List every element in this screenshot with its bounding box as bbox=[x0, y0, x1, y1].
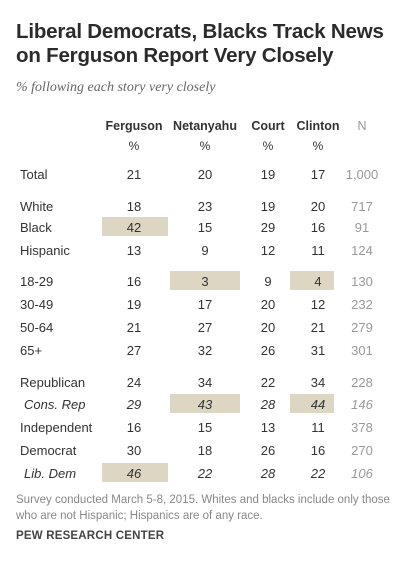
row-label: Independent bbox=[20, 420, 93, 435]
table-cell-netanyahu: 20 bbox=[197, 167, 213, 182]
table-cell-n: 378 bbox=[351, 420, 373, 435]
table-cell-netanyahu: 9 bbox=[201, 243, 209, 258]
table-cell-n: 232 bbox=[351, 297, 373, 312]
table-cell-court: 13 bbox=[260, 420, 276, 435]
column-unit-ferguson: % bbox=[128, 139, 140, 153]
column-header-ferguson: Ferguson bbox=[105, 119, 163, 133]
table-cell-court: 19 bbox=[260, 199, 276, 214]
table-cell-netanyahu: 23 bbox=[197, 199, 213, 214]
cell-highlight bbox=[102, 217, 168, 236]
table-cell-clinton: 21 bbox=[310, 320, 326, 335]
table-cell-clinton: 16 bbox=[310, 443, 326, 458]
table-cell-n: 717 bbox=[351, 199, 373, 214]
table-cell-ferguson: 13 bbox=[126, 243, 142, 258]
table-cell-netanyahu: 32 bbox=[197, 343, 213, 358]
table-cell-ferguson: 16 bbox=[126, 420, 142, 435]
table-cell-netanyahu: 3 bbox=[201, 274, 209, 289]
table-cell-netanyahu: 34 bbox=[197, 375, 213, 390]
table-cell-clinton: 11 bbox=[311, 243, 325, 258]
table-cell-netanyahu: 15 bbox=[197, 420, 213, 435]
row-label: 30-49 bbox=[20, 297, 54, 312]
table-cell-court: 26 bbox=[260, 443, 276, 458]
table-cell-n: 270 bbox=[351, 443, 373, 458]
row-label: Cons. Rep bbox=[24, 397, 86, 412]
row-label: Total bbox=[20, 167, 48, 182]
table-cell-clinton: 17 bbox=[310, 167, 326, 182]
table-cell-clinton: 12 bbox=[310, 297, 326, 312]
table-cell-ferguson: 21 bbox=[126, 320, 142, 335]
table-cell-court: 28 bbox=[260, 397, 276, 412]
column-unit-netanyahu: % bbox=[199, 139, 211, 153]
table-cell-court: 22 bbox=[260, 375, 276, 390]
table-cell-ferguson: 27 bbox=[126, 343, 142, 358]
table-cell-clinton: 16 bbox=[310, 220, 326, 235]
table-cell-court: 20 bbox=[260, 297, 276, 312]
column-header-clinton: Clinton bbox=[296, 119, 340, 133]
table-cell-clinton: 44 bbox=[310, 397, 326, 412]
table-cell-ferguson: 46 bbox=[126, 466, 142, 481]
row-label: White bbox=[20, 199, 54, 214]
row-label: Republican bbox=[20, 375, 86, 390]
table-cell-n: 301 bbox=[351, 343, 373, 358]
table-cell-court: 12 bbox=[260, 243, 276, 258]
column-unit-clinton: % bbox=[312, 139, 324, 153]
table-cell-court: 28 bbox=[260, 466, 276, 481]
table-cell-netanyahu: 22 bbox=[197, 466, 213, 481]
table-cell-n: 146 bbox=[351, 397, 373, 412]
table-cell-clinton: 34 bbox=[310, 375, 326, 390]
table-cell-court: 26 bbox=[260, 343, 276, 358]
cell-highlight bbox=[290, 394, 334, 413]
column-header-netanyahu: Netanyahu bbox=[173, 119, 237, 133]
table-cell-clinton: 20 bbox=[310, 199, 326, 214]
table-cell-clinton: 11 bbox=[311, 420, 325, 435]
table-cell-netanyahu: 15 bbox=[197, 220, 213, 235]
table-cell-netanyahu: 27 bbox=[197, 320, 213, 335]
cell-highlight bbox=[170, 271, 240, 290]
table-cell-netanyahu: 43 bbox=[197, 397, 213, 412]
table-cell-n: 91 bbox=[354, 220, 370, 235]
table-cell-court: 9 bbox=[264, 274, 272, 289]
table-cell-n: 130 bbox=[351, 274, 373, 289]
table-cell-ferguson: 16 bbox=[126, 274, 142, 289]
table-cell-clinton: 4 bbox=[314, 274, 322, 289]
table-cell-n: 124 bbox=[351, 243, 373, 258]
table-cell-ferguson: 21 bbox=[126, 167, 142, 182]
column-unit-court: % bbox=[262, 139, 274, 153]
table-cell-court: 29 bbox=[260, 220, 276, 235]
table-cell-ferguson: 29 bbox=[126, 397, 142, 412]
table-cell-n: 228 bbox=[351, 375, 373, 390]
footnote: Survey conducted March 5-8, 2015. Whites… bbox=[16, 494, 390, 522]
chart-subtitle: % following each story very closely bbox=[16, 80, 216, 95]
table-cell-clinton: 22 bbox=[310, 466, 326, 481]
cell-highlight bbox=[170, 394, 240, 413]
chart-title: Liberal Democrats, Blacks Track News on … bbox=[16, 20, 384, 67]
row-label: Hispanic bbox=[20, 243, 70, 258]
table-cell-court: 20 bbox=[260, 320, 276, 335]
table-cell-ferguson: 19 bbox=[126, 297, 142, 312]
table-cell-ferguson: 30 bbox=[126, 443, 142, 458]
column-header-n: N bbox=[357, 119, 367, 133]
row-label: Black bbox=[20, 220, 52, 235]
table-cell-clinton: 31 bbox=[310, 343, 326, 358]
table-cell-netanyahu: 17 bbox=[197, 297, 213, 312]
row-label: 18-29 bbox=[20, 274, 54, 289]
table-cell-court: 19 bbox=[260, 167, 276, 182]
cell-highlight bbox=[102, 463, 168, 482]
table-cell-ferguson: 24 bbox=[126, 375, 142, 390]
table-cell-n: 1,000 bbox=[345, 167, 379, 182]
table-cell-ferguson: 42 bbox=[126, 220, 142, 235]
column-header-court: Court bbox=[251, 119, 285, 133]
table-cell-n: 279 bbox=[351, 320, 373, 335]
table-cell-netanyahu: 18 bbox=[197, 443, 213, 458]
table-cell-n: 106 bbox=[351, 466, 373, 481]
row-label: Democrat bbox=[20, 443, 77, 458]
source-label: PEW RESEARCH CENTER bbox=[16, 530, 165, 542]
row-label: Lib. Dem bbox=[24, 466, 77, 481]
table-cell-ferguson: 18 bbox=[126, 199, 142, 214]
row-label: 65+ bbox=[20, 343, 43, 358]
row-label: 50-64 bbox=[20, 320, 54, 335]
cell-highlight bbox=[290, 271, 334, 290]
